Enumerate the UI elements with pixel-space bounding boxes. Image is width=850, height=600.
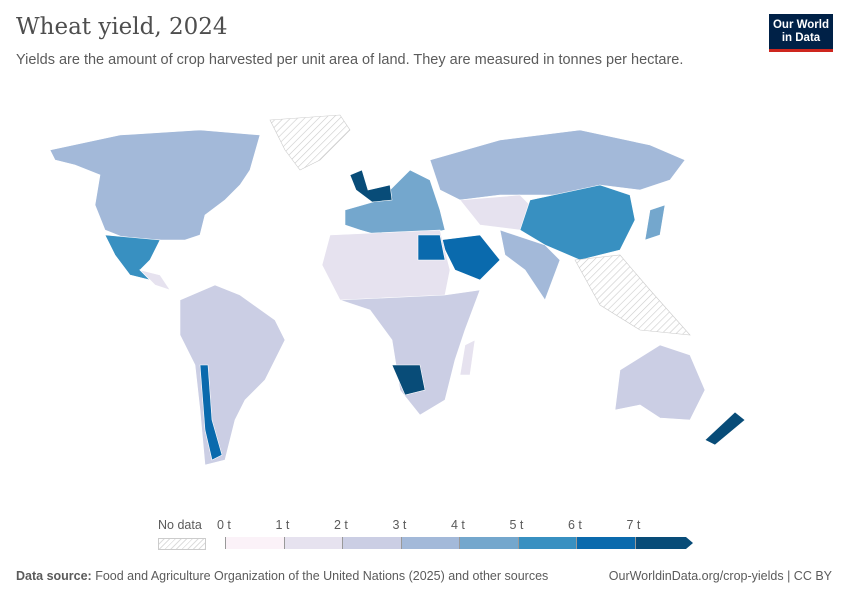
region-southeast-asia[interactable] [574,254,691,336]
world-map [49,114,746,466]
region-europe[interactable] [344,169,446,241]
legend-tick-label: 6 t [568,518,582,532]
page-title: Wheat yield, 2024 [16,14,228,40]
region-sub-saharan-africa[interactable] [339,289,481,416]
legend-tick-label: 7 t [626,518,641,532]
region-china[interactable] [519,184,636,261]
legend-tick-label: 4 t [451,518,465,532]
owid-logo[interactable]: Our World in Data [769,14,833,52]
legend-bin[interactable] [459,537,518,549]
region-uk-germany[interactable] [349,169,393,203]
region-north-america[interactable] [49,129,261,241]
region-central-america[interactable] [139,269,171,291]
source-text: Food and Agriculture Organization of the… [95,569,549,583]
legend-bin[interactable] [225,537,284,549]
legend-no-data-swatch [158,538,206,550]
region-egypt[interactable] [417,234,446,261]
region-south-america[interactable] [179,284,286,466]
legend-no-data-label: No data [158,518,202,532]
region-japan[interactable] [644,204,666,241]
legend-bin[interactable] [634,537,693,549]
legend-tick-label: 3 t [392,518,407,532]
source-label: Data source: [16,569,92,583]
region-south-asia[interactable] [499,229,561,301]
region-australia[interactable] [614,344,706,421]
legend-bin[interactable] [400,537,459,549]
region-new-zealand[interactable] [704,411,746,446]
legend-bin[interactable] [517,537,576,549]
source-note: Data source: Food and Agriculture Organi… [16,569,548,583]
region-madagascar[interactable] [459,339,476,376]
legend-bin[interactable] [283,537,342,549]
region-southern-africa[interactable] [391,364,426,396]
region-greenland[interactable] [269,114,351,171]
legend-tick-label: 1 t [275,518,290,532]
subtitle: Yields are the amount of crop harvested … [16,52,684,68]
source-url[interactable]: OurWorldinData.org/crop-yields | CC BY [608,569,832,583]
legend-bin[interactable] [342,537,401,549]
region-chile[interactable] [199,364,223,461]
region-russia[interactable] [429,129,686,201]
legend-tick-label: 5 t [509,518,524,532]
region-middle-east[interactable] [439,234,501,281]
legend-tick-label: 0 t [217,518,231,532]
legend-tick-label: 2 t [334,518,348,532]
legend-bin[interactable] [576,537,635,549]
